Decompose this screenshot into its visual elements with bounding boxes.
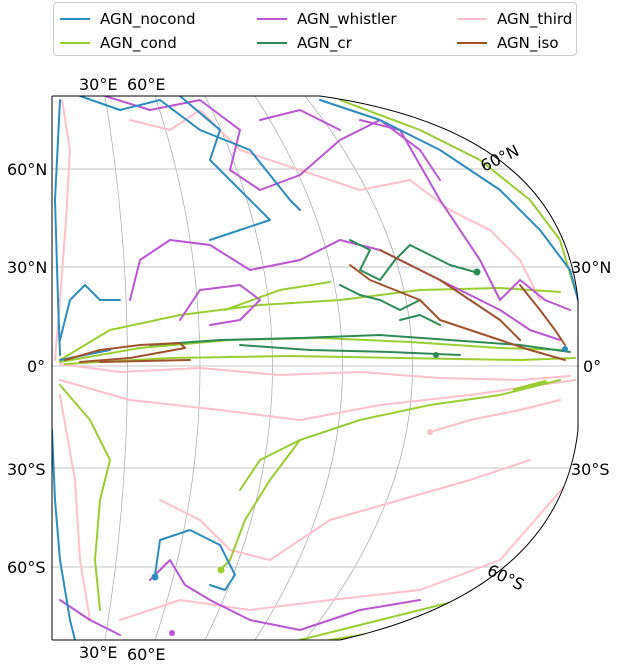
map-edge-curve	[319, 95, 579, 301]
track	[179, 96, 271, 241]
legend-label: AGN_whistler	[297, 10, 397, 28]
track	[513, 380, 547, 392]
series-agn-cr	[149, 239, 571, 356]
track	[59, 287, 561, 361]
track	[239, 344, 461, 356]
track	[149, 559, 421, 631]
track	[149, 334, 571, 353]
lat-tick-left: 60°S	[7, 558, 46, 577]
legend-swatch	[257, 42, 287, 44]
track	[59, 284, 121, 341]
track-endpoint	[217, 566, 225, 574]
track	[219, 439, 301, 571]
track-endpoint	[473, 268, 481, 276]
tick-labels: 60°N 30°N 0° 30°S 60°S 30°N 0° 30°S 60°N…	[7, 75, 611, 664]
legend-swatch	[457, 18, 487, 20]
legend-swatch	[257, 18, 287, 20]
track	[59, 363, 571, 381]
graticule	[52, 96, 578, 640]
track-endpoint	[562, 346, 568, 352]
lon-tick-bottom: 30°E	[79, 643, 117, 662]
lon-tick-top: 60°E	[127, 75, 165, 94]
track	[79, 96, 301, 211]
track	[519, 284, 566, 346]
track	[259, 109, 341, 131]
grid-line	[254, 96, 343, 640]
series-agn-third	[54, 99, 576, 621]
legend-swatch	[457, 42, 487, 44]
legend-label: AGN_iso	[497, 34, 559, 52]
track-endpoint	[433, 352, 439, 358]
track	[59, 599, 121, 636]
track	[359, 119, 571, 311]
legend-label: AGN_third	[497, 10, 573, 28]
series-agn-nocond	[52, 96, 578, 640]
track	[224, 281, 331, 311]
grid-line	[204, 96, 273, 640]
track	[349, 264, 566, 361]
edge-lat-label: 60°N	[477, 141, 522, 176]
legend-item: AGN_whistler	[257, 8, 397, 30]
track	[379, 249, 521, 341]
track-endpoint	[151, 573, 159, 581]
track	[179, 284, 261, 326]
track	[399, 314, 441, 326]
track	[119, 479, 571, 621]
legend-label: AGN_cr	[297, 34, 352, 52]
track	[159, 459, 531, 561]
map-edge-curve	[339, 429, 579, 641]
track	[59, 394, 91, 621]
legend: AGN_nocond AGN_cond AGN_whistler AGN_cr …	[53, 2, 577, 56]
track	[54, 99, 61, 356]
lat-tick-left: 30°N	[7, 258, 47, 277]
legend-item: AGN_third	[457, 8, 572, 30]
lon-tick-bottom: 60°E	[127, 645, 165, 664]
legend-label: AGN_nocond	[100, 10, 196, 28]
lon-tick-top: 30°E	[79, 75, 117, 94]
lat-tick-left: 0°	[27, 357, 45, 376]
grid-line	[154, 96, 201, 640]
lat-tick-left: 60°N	[7, 160, 47, 179]
legend-swatch	[60, 18, 90, 20]
legend-item: AGN_cond	[60, 32, 177, 54]
lat-tick-right: 0°	[583, 357, 601, 376]
lat-tick-right: 30°N	[571, 258, 611, 277]
track-endpoint	[169, 630, 175, 636]
grid-line	[104, 96, 128, 640]
track	[64, 355, 576, 365]
track	[239, 379, 561, 491]
track	[154, 529, 236, 591]
track	[104, 96, 441, 191]
series-agn-cond	[59, 99, 576, 640]
lat-tick-left: 30°S	[7, 460, 46, 479]
map-boundary	[51, 95, 579, 641]
track	[129, 239, 561, 341]
legend-item: AGN_iso	[457, 32, 559, 54]
track	[99, 359, 191, 363]
legend-item: AGN_cr	[257, 32, 352, 54]
track	[349, 239, 476, 281]
grid-line	[304, 96, 413, 640]
track-endpoint	[427, 429, 433, 435]
track	[52, 429, 76, 640]
track	[429, 399, 561, 433]
track	[129, 109, 541, 301]
track-endpoints	[151, 268, 568, 636]
track	[64, 342, 186, 363]
series-agn-whistler	[59, 96, 571, 636]
track	[319, 99, 578, 301]
legend-label: AGN_cond	[100, 34, 177, 52]
series-agn-iso	[64, 249, 566, 363]
legend-swatch	[60, 42, 90, 44]
track	[339, 99, 576, 291]
track	[339, 284, 421, 311]
legend-item: AGN_nocond	[60, 8, 195, 30]
lat-tick-right: 30°S	[571, 460, 610, 479]
track	[59, 384, 111, 611]
